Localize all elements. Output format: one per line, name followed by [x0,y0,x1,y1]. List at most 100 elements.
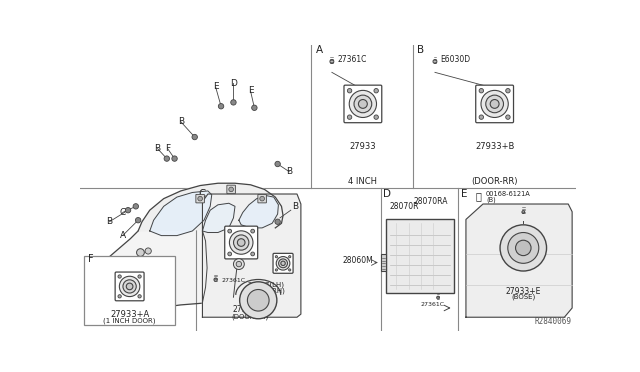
Circle shape [214,278,218,281]
Circle shape [138,295,141,298]
Text: 28070RA: 28070RA [413,197,448,206]
Bar [84,256,175,325]
Circle shape [136,249,145,256]
Text: R2840069: R2840069 [534,317,572,327]
Circle shape [330,60,334,64]
Bar [386,219,454,293]
Circle shape [192,134,197,140]
Text: D: D [230,78,237,88]
Circle shape [348,89,352,93]
Text: 27361C: 27361C [222,278,246,283]
Circle shape [123,280,136,293]
Polygon shape [94,216,297,307]
Text: 27933: 27933 [349,142,376,151]
Circle shape [276,257,290,270]
Circle shape [251,252,255,256]
Circle shape [231,100,236,105]
Text: 27933+E: 27933+E [506,286,541,295]
Circle shape [481,90,508,118]
Circle shape [234,235,249,250]
Circle shape [218,103,224,109]
Bar [381,254,386,271]
Circle shape [508,232,539,263]
Circle shape [248,289,269,311]
Text: B: B [292,202,298,211]
Circle shape [275,219,280,224]
Polygon shape [466,204,572,317]
Circle shape [239,282,277,319]
Text: E: E [213,83,218,92]
Text: (BOSE): (BOSE) [511,294,536,301]
Circle shape [479,89,484,93]
FancyBboxPatch shape [115,272,144,301]
Circle shape [354,95,372,113]
Text: F: F [88,254,93,264]
Text: Ⓢ: Ⓢ [476,191,481,201]
Circle shape [133,203,138,209]
Circle shape [172,156,177,161]
Text: E: E [461,189,467,199]
Text: 28060M: 28060M [342,256,373,265]
Circle shape [229,231,253,254]
Circle shape [289,256,291,258]
Circle shape [358,100,367,108]
Text: B: B [154,144,161,153]
Circle shape [198,196,202,201]
Text: 28167(LH): 28167(LH) [248,282,285,288]
Circle shape [275,269,278,271]
Circle shape [138,275,141,278]
Circle shape [260,196,264,201]
Polygon shape [239,196,278,228]
Circle shape [433,60,437,64]
Circle shape [234,259,244,269]
Text: 27933+A: 27933+A [110,310,149,319]
FancyBboxPatch shape [476,85,513,123]
Circle shape [281,261,285,266]
Circle shape [229,187,234,192]
Text: C: C [198,189,206,199]
Text: 28070R: 28070R [390,202,419,211]
Circle shape [120,276,140,296]
Text: A: A [120,231,125,240]
Circle shape [506,115,510,119]
Text: E6030D: E6030D [440,55,470,64]
FancyBboxPatch shape [258,195,266,203]
Circle shape [490,100,499,108]
Circle shape [374,89,378,93]
Circle shape [516,240,531,256]
Circle shape [436,296,440,299]
Text: B: B [178,117,184,126]
Text: B: B [106,217,113,226]
Text: F: F [165,144,170,153]
Circle shape [275,161,280,167]
Circle shape [348,115,352,119]
FancyBboxPatch shape [225,226,258,259]
Circle shape [237,239,245,246]
Circle shape [164,156,170,161]
Circle shape [145,248,151,254]
Circle shape [486,95,504,113]
Circle shape [275,256,278,258]
Circle shape [236,262,241,267]
Circle shape [118,295,122,298]
Text: 27361C: 27361C [420,302,445,307]
FancyBboxPatch shape [273,253,293,273]
Polygon shape [202,203,235,232]
Circle shape [506,89,510,93]
FancyBboxPatch shape [344,85,382,123]
Circle shape [118,275,122,278]
Circle shape [228,252,232,256]
Text: C: C [120,208,125,217]
Circle shape [278,259,287,268]
Circle shape [122,262,134,274]
Circle shape [289,269,291,271]
Circle shape [252,105,257,110]
Text: 28168(RH): 28168(RH) [247,288,285,294]
Text: A: A [316,45,323,55]
Circle shape [251,229,255,233]
Text: B: B [286,167,292,176]
Circle shape [374,115,378,119]
Circle shape [123,293,143,312]
Text: D: D [383,189,391,199]
Circle shape [126,283,133,290]
